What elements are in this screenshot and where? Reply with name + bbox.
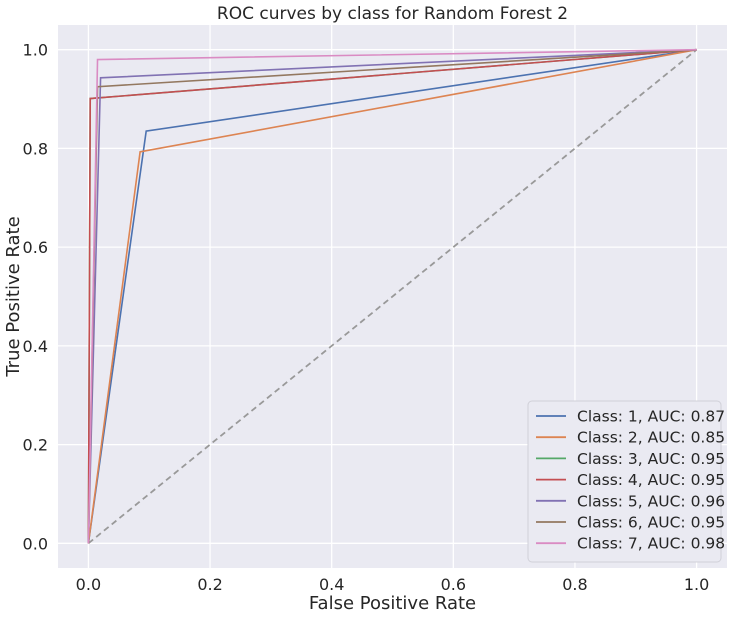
y-tick-label: 1.0 (23, 41, 48, 60)
y-tick-label: 0.6 (23, 238, 48, 257)
series-lines (87, 48, 697, 544)
grid-lines (58, 25, 727, 568)
legend-label-class-7: Class: 7, AUC: 0.98 (577, 535, 725, 553)
x-tick-label: 0.2 (197, 575, 222, 594)
x-tick-label: 0.4 (319, 575, 344, 594)
diagonal-reference (87, 48, 698, 545)
y-tick-label: 0.0 (23, 534, 48, 553)
x-tick-label: 0.0 (76, 575, 101, 594)
chart-title: ROC curves by class for Random Forest 2 (217, 4, 568, 24)
y-tick-label: 0.8 (23, 139, 48, 158)
legend: Class: 1, AUC: 0.87 Class: 2, AUC: 0.85 Cl… (527, 400, 725, 563)
tick-labels: 0.0 0.2 0.4 0.6 0.8 1.0 0.0 0.2 0.4 0.6 0.8 1.0 (23, 41, 710, 594)
x-tick-label: 0.6 (441, 575, 466, 594)
y-tick-label: 0.2 (23, 436, 48, 455)
legend-box (527, 400, 722, 563)
legend-label-class-4: Class: 4, AUC: 0.95 (577, 471, 725, 489)
series-line-class-5 (87, 48, 697, 544)
series-line-class-7 (87, 48, 697, 544)
legend-label-class-1: Class: 1, AUC: 0.87 (577, 408, 725, 426)
x-tick-label: 0.8 (562, 575, 587, 594)
diagonal-line (87, 48, 698, 545)
x-tick-label: 1.0 (684, 575, 709, 594)
series-line-class-2 (87, 48, 697, 544)
y-tick-label: 0.4 (23, 337, 48, 356)
series-line-class-1 (87, 48, 697, 544)
y-axis-label: True Positive Rate (3, 216, 24, 377)
legend-label-class-2: Class: 2, AUC: 0.85 (577, 429, 725, 447)
x-axis-label: False Positive Rate (309, 593, 476, 614)
legend-label-class-3: Class: 3, AUC: 0.95 (577, 450, 725, 468)
legend-label-class-5: Class: 5, AUC: 0.96 (577, 492, 725, 510)
legend-label-class-6: Class: 6, AUC: 0.95 (577, 514, 725, 532)
series-line-class-4 (87, 48, 697, 544)
